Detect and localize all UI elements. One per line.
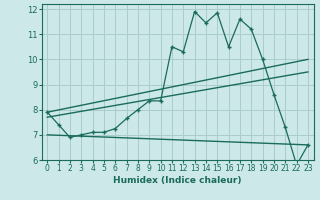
X-axis label: Humidex (Indice chaleur): Humidex (Indice chaleur): [113, 176, 242, 185]
